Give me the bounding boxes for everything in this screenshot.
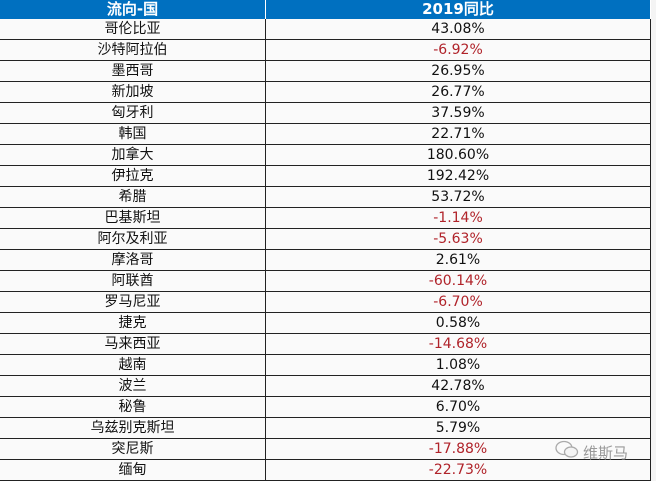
- country-cell: 阿尔及利亚: [0, 228, 266, 250]
- table-row: 摩洛哥 2.61%: [0, 249, 651, 271]
- table-row: 韩国 22.71%: [0, 123, 651, 145]
- table-row: 匈牙利 37.59%: [0, 102, 651, 124]
- country-cell: 巴基斯坦: [0, 207, 266, 229]
- country-cell: 墨西哥: [0, 60, 266, 82]
- table-row: 阿尔及利亚 -5.63%: [0, 228, 651, 250]
- yoy-cell: 5.79%: [265, 417, 651, 439]
- table-row: 乌兹别克斯坦 5.79%: [0, 417, 651, 439]
- table-row: 哥伦比亚 43.08%: [0, 19, 651, 40]
- header-country: 流向-国: [0, 0, 266, 19]
- table-row: 伊拉克 192.42%: [0, 165, 651, 187]
- country-cell: 摩洛哥: [0, 249, 266, 271]
- table-row: 捷克 0.58%: [0, 312, 651, 334]
- table-row: 希腊 53.72%: [0, 186, 651, 208]
- yoy-cell: 53.72%: [265, 186, 651, 208]
- yoy-cell: 0.58%: [265, 312, 651, 334]
- yoy-cell: 26.95%: [265, 60, 651, 82]
- country-cell: 罗马尼亚: [0, 291, 266, 313]
- country-cell: 捷克: [0, 312, 266, 334]
- country-cell: 新加坡: [0, 81, 266, 103]
- country-cell: 韩国: [0, 123, 266, 145]
- yoy-cell: -17.88%: [265, 438, 651, 460]
- country-cell: 阿联酋: [0, 270, 266, 292]
- table-row: 突尼斯 -17.88%: [0, 438, 651, 460]
- table-row: 新加坡 26.77%: [0, 81, 651, 103]
- yoy-cell: -6.92%: [265, 39, 651, 61]
- country-cell: 缅甸: [0, 459, 266, 481]
- yoy-cell: 1.08%: [265, 354, 651, 376]
- table-row: 罗马尼亚 -6.70%: [0, 291, 651, 313]
- yoy-cell: 180.60%: [265, 144, 651, 166]
- table-row: 阿联酋 -60.14%: [0, 270, 651, 292]
- country-cell: 波兰: [0, 375, 266, 397]
- logo: 维斯马: [555, 440, 628, 464]
- wechat-icon: [555, 440, 579, 464]
- country-cell: 哥伦比亚: [0, 19, 266, 40]
- yoy-cell: 6.70%: [265, 396, 651, 418]
- header-row: 流向-国 2019同比: [0, 0, 651, 19]
- yoy-cell: -1.14%: [265, 207, 651, 229]
- yoy-cell: -6.70%: [265, 291, 651, 313]
- country-cell: 乌兹别克斯坦: [0, 417, 266, 439]
- yoy-cell: 22.71%: [265, 123, 651, 145]
- yoy-cell: 43.08%: [265, 19, 651, 40]
- yoy-cell: 42.78%: [265, 375, 651, 397]
- yoy-cell: -5.63%: [265, 228, 651, 250]
- country-cell: 加拿大: [0, 144, 266, 166]
- table-row: 秘鲁 6.70%: [0, 396, 651, 418]
- yoy-cell: 26.77%: [265, 81, 651, 103]
- logo-text: 维斯马: [583, 443, 629, 462]
- country-cell: 秘鲁: [0, 396, 266, 418]
- table-row: 加拿大 180.60%: [0, 144, 651, 166]
- country-cell: 突尼斯: [0, 438, 266, 460]
- yoy-cell: -14.68%: [265, 333, 651, 355]
- table-row: 越南 1.08%: [0, 354, 651, 376]
- country-cell: 希腊: [0, 186, 266, 208]
- country-cell: 马来西亚: [0, 333, 266, 355]
- table-row: 沙特阿拉伯 -6.92%: [0, 39, 651, 61]
- table-row: 巴基斯坦 -1.14%: [0, 207, 651, 229]
- table-row: 波兰 42.78%: [0, 375, 651, 397]
- yoy-cell: 2.61%: [265, 249, 651, 271]
- yoy-cell: 192.42%: [265, 165, 651, 187]
- country-cell: 沙特阿拉伯: [0, 39, 266, 61]
- table-row: 马来西亚 -14.68%: [0, 333, 651, 355]
- country-cell: 越南: [0, 354, 266, 376]
- country-cell: 伊拉克: [0, 165, 266, 187]
- table-row: 墨西哥 26.95%: [0, 60, 651, 82]
- country-cell: 匈牙利: [0, 102, 266, 124]
- table-row: 缅甸 -22.73%: [0, 459, 651, 481]
- header-yoy: 2019同比: [265, 0, 651, 19]
- yoy-cell: -60.14%: [265, 270, 651, 292]
- yoy-cell: 37.59%: [265, 102, 651, 124]
